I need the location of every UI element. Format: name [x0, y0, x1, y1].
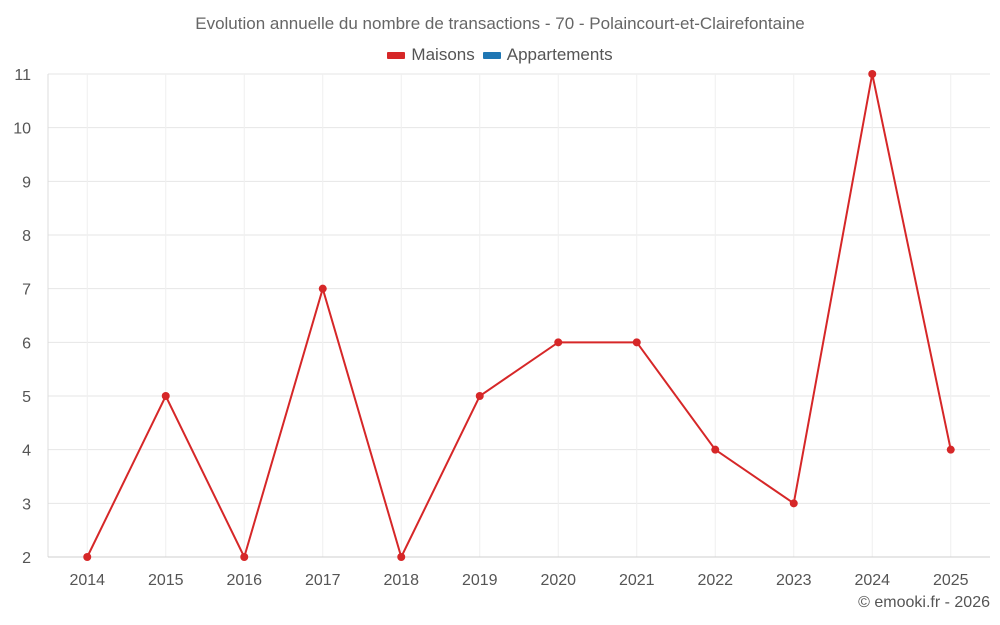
x-tick-label: 2014: [69, 572, 105, 589]
x-tick-label: 2017: [305, 572, 341, 589]
y-tick-label: 5: [22, 389, 31, 406]
data-point: [161, 392, 170, 400]
x-tick-label: 2018: [383, 572, 419, 589]
y-tick-label: 2: [22, 550, 31, 567]
x-tick-label: 2016: [226, 572, 262, 589]
chart-title: Evolution annuelle du nombre de transact…: [195, 14, 805, 33]
data-point: [397, 553, 406, 561]
series-line-maisons: [86, 73, 952, 560]
legend-label-appartements: Appartements: [506, 45, 613, 64]
y-tick-label: 9: [22, 174, 31, 191]
y-tick-label: 3: [22, 496, 31, 513]
data-point: [554, 338, 563, 347]
data-point: [632, 338, 641, 347]
data-point: [318, 284, 327, 293]
credit-text: © emooki.fr - 2026: [858, 594, 990, 611]
legend-item-maisons[interactable]: Maisons: [387, 45, 475, 65]
legend: Maisons Appartements: [0, 45, 1000, 65]
y-tick-label: 6: [22, 335, 31, 352]
y-tick-label: 8: [22, 228, 31, 245]
data-point: [789, 499, 798, 508]
legend-label-maisons: Maisons: [411, 45, 475, 64]
x-tick-label: 2024: [854, 572, 890, 589]
y-tick-label: 10: [13, 121, 31, 138]
y-tick-label: 7: [22, 282, 31, 299]
data-point: [946, 445, 955, 454]
y-tick-label: 4: [22, 443, 31, 460]
data-point: [475, 392, 484, 400]
x-tick-label: 2020: [540, 572, 576, 589]
legend-item-appartements[interactable]: Appartements: [482, 45, 613, 65]
x-tick-label: 2015: [148, 572, 184, 589]
x-tick-label: 2025: [933, 572, 969, 589]
data-point: [711, 445, 720, 454]
data-point: [240, 553, 249, 561]
legend-swatch-appartements: [482, 51, 501, 59]
data-point: [83, 553, 92, 561]
x-tick-label: 2021: [619, 572, 655, 589]
x-tick-label: 2019: [462, 572, 498, 589]
legend-swatch-maisons: [387, 51, 406, 59]
y-tick-label: 11: [14, 67, 31, 84]
data-point: [868, 70, 877, 78]
x-tick-label: 2023: [776, 572, 812, 589]
x-tick-label: 2022: [697, 572, 733, 589]
